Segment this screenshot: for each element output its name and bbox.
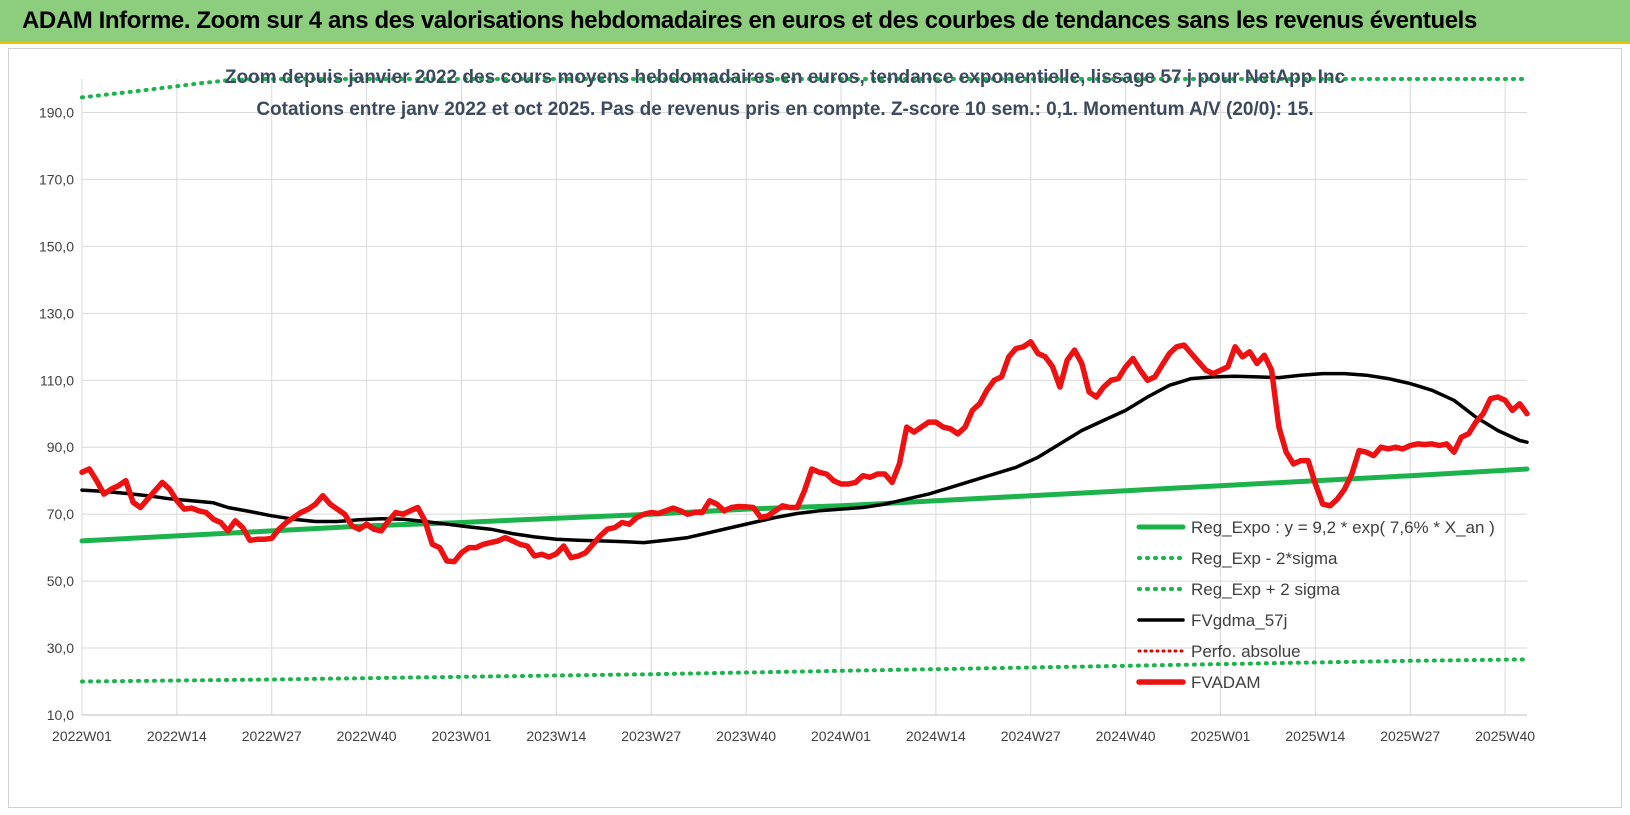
x-tick-label: 2022W27 bbox=[242, 728, 302, 744]
x-tick-label: 2022W14 bbox=[147, 728, 207, 744]
report-banner: ADAM Informe. Zoom sur 4 ans des valoris… bbox=[0, 0, 1630, 44]
y-tick-label: 190,0 bbox=[39, 104, 74, 120]
report-title: ADAM Informe. Zoom sur 4 ans des valoris… bbox=[22, 7, 1477, 34]
fvgdma-57j-line bbox=[80, 371, 1529, 545]
chart-subtitle-line2: Cotations entre janv 2022 et oct 2025. P… bbox=[256, 99, 1313, 120]
legend-reg-expo-label: Reg_Expo : y = 9,2 * exp( 7,6% * X_an ) bbox=[1191, 518, 1495, 537]
x-tick-label: 2024W01 bbox=[811, 728, 871, 744]
x-tick-label: 2025W14 bbox=[1285, 728, 1345, 744]
legend: Reg_Expo : y = 9,2 * exp( 7,6% * X_an ) R… bbox=[1136, 518, 1495, 692]
legend-reg-exp-minus-label: Reg_Exp - 2*sigma bbox=[1191, 549, 1338, 568]
y-tick-label: 110,0 bbox=[40, 372, 74, 388]
x-tick-label: 2022W01 bbox=[52, 728, 112, 744]
reg-exp-minus-2sigma-line bbox=[80, 657, 1529, 684]
reg-exp-plus-2sigma-line bbox=[80, 77, 1529, 100]
x-tick-label: 2023W14 bbox=[526, 728, 586, 744]
y-tick-label: 30,0 bbox=[47, 640, 74, 656]
x-tick-label: 2024W27 bbox=[1001, 728, 1061, 744]
x-tick-label: 2023W40 bbox=[716, 728, 776, 744]
grid bbox=[81, 79, 1527, 716]
y-tick-label: 70,0 bbox=[47, 506, 74, 522]
series bbox=[79, 77, 1530, 684]
x-tick-label: 2023W27 bbox=[621, 728, 681, 744]
x-tick-label: 2023W01 bbox=[432, 728, 492, 744]
y-tick-label: 150,0 bbox=[39, 238, 74, 254]
axes: 10,0 30,0 50,0 70,0 90,0 110,0 130,0 150,0 170,0… bbox=[39, 104, 1535, 744]
y-tick-label: 10,0 bbox=[47, 707, 74, 723]
x-tick-label: 2022W40 bbox=[337, 728, 397, 744]
y-tick-label: 90,0 bbox=[47, 439, 74, 455]
x-tick-label: 2025W01 bbox=[1191, 728, 1251, 744]
legend-fvgdma-label: FVgdma_57j bbox=[1191, 611, 1287, 630]
x-tick-label: 2024W40 bbox=[1096, 728, 1156, 744]
y-tick-label: 170,0 bbox=[39, 171, 74, 187]
legend-perfo-label: Perfo. absolue bbox=[1191, 642, 1301, 661]
y-tick-label: 130,0 bbox=[39, 305, 74, 321]
legend-fvadam-label: FVADAM bbox=[1191, 673, 1261, 692]
x-tick-label: 2025W27 bbox=[1380, 728, 1440, 744]
legend-reg-exp-plus-label: Reg_Exp + 2 sigma bbox=[1191, 580, 1340, 599]
x-tick-label: 2024W14 bbox=[906, 728, 966, 744]
fvadam-line bbox=[79, 339, 1530, 565]
chart-subtitle-line1: Zoom depuis janvier 2022 des cours moyen… bbox=[225, 67, 1346, 88]
y-tick-label: 50,0 bbox=[47, 573, 74, 589]
x-tick-label: 2025W40 bbox=[1475, 728, 1535, 744]
chart-area: 10,0 30,0 50,0 70,0 90,0 110,0 130,0 150,0 170,0… bbox=[8, 48, 1622, 808]
line-chart: 10,0 30,0 50,0 70,0 90,0 110,0 130,0 150,0 170,0… bbox=[39, 67, 1535, 744]
